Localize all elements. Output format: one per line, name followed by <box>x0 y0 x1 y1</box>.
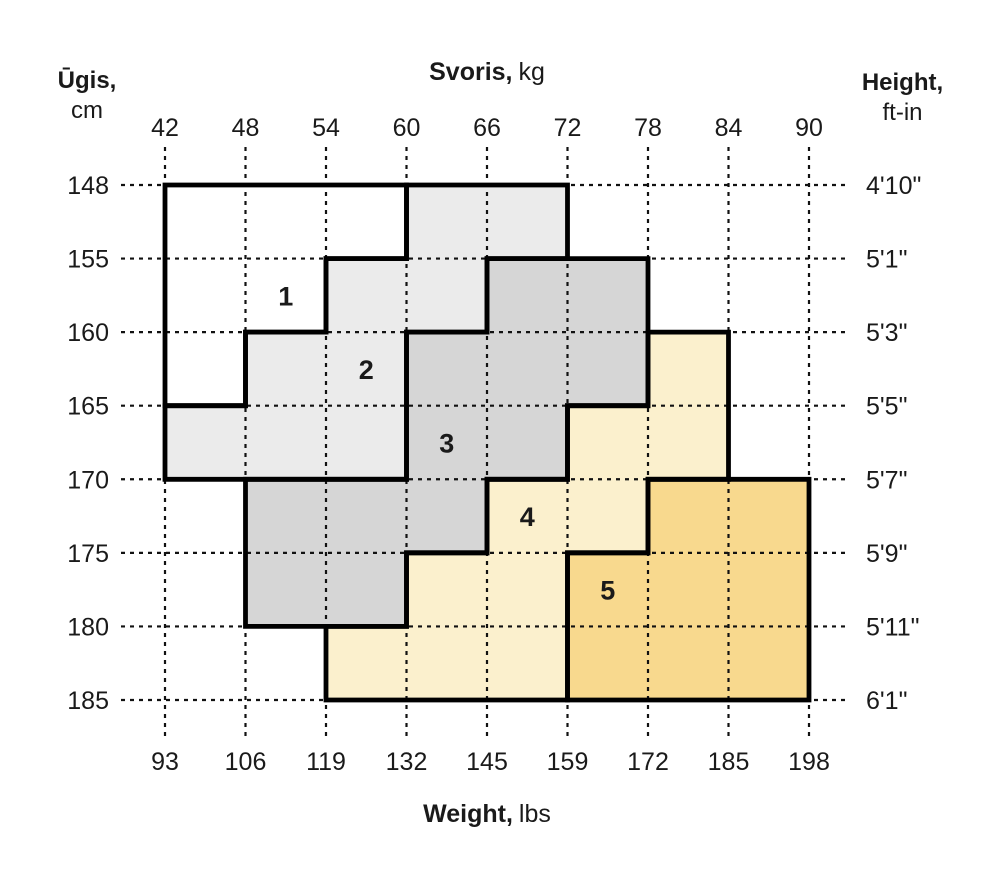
bottom-tick-119: 119 <box>306 748 346 776</box>
left-axis-title: Ūgis, cm <box>28 66 146 126</box>
right-tick-6: 5'11" <box>866 613 920 641</box>
zone-1-label: 1 <box>278 281 293 311</box>
bottom-tick-145: 145 <box>466 748 508 776</box>
left-tick-155: 155 <box>67 246 109 274</box>
top-axis-title-bold: Svoris, <box>429 58 513 86</box>
bottom-axis-title-unit: lbs <box>518 800 551 828</box>
bottom-tick-93: 93 <box>151 748 179 776</box>
left-tick-148: 148 <box>67 172 109 200</box>
bottom-tick-159: 159 <box>547 748 589 776</box>
bottom-axis-title-bold: Weight, <box>423 800 513 828</box>
right-tick-1: 5'1" <box>866 246 907 274</box>
right-axis-title-unit: ft-in <box>882 99 923 126</box>
zone-5-region <box>567 479 809 700</box>
right-tick-7: 6'1" <box>866 687 907 715</box>
top-tick-42: 42 <box>151 114 179 142</box>
zone-5-label: 5 <box>600 576 615 606</box>
right-axis-title: Height, ft-in <box>850 68 955 128</box>
top-tick-48: 48 <box>232 114 260 142</box>
top-tick-90: 90 <box>795 114 823 142</box>
right-tick-5: 5'9" <box>866 540 907 568</box>
left-tick-170: 170 <box>67 466 109 494</box>
top-tick-54: 54 <box>312 114 340 142</box>
top-axis-title: Svoris, kg <box>165 58 809 87</box>
zone-1-region <box>165 185 407 406</box>
top-tick-78: 78 <box>634 114 662 142</box>
bottom-tick-106: 106 <box>225 748 267 776</box>
zone-3-label: 3 <box>439 428 454 458</box>
left-tick-185: 185 <box>67 687 109 715</box>
left-tick-175: 175 <box>67 540 109 568</box>
zone-4-region <box>326 332 729 700</box>
top-tick-72: 72 <box>554 114 582 142</box>
right-tick-0: 4'10" <box>866 172 921 200</box>
zone-4-label: 4 <box>520 502 535 532</box>
zone-2-label: 2 <box>359 355 374 385</box>
right-axis-title-bold: Height, <box>861 69 944 96</box>
left-tick-160: 160 <box>67 319 109 347</box>
left-tick-180: 180 <box>67 613 109 641</box>
top-axis-title-unit: kg <box>518 58 545 86</box>
bottom-tick-198: 198 <box>788 748 830 776</box>
left-axis-title-bold: Ūgis, <box>57 67 117 94</box>
left-tick-165: 165 <box>67 393 109 421</box>
right-tick-3: 5'5" <box>866 393 907 421</box>
bottom-tick-132: 132 <box>386 748 428 776</box>
top-tick-84: 84 <box>715 114 743 142</box>
bottom-tick-185: 185 <box>708 748 750 776</box>
right-tick-4: 5'7" <box>866 466 907 494</box>
bottom-axis-title: Weight, lbs <box>165 800 809 829</box>
top-tick-60: 60 <box>393 114 421 142</box>
zone-3-region <box>245 258 648 627</box>
left-axis-title-unit: cm <box>71 97 103 124</box>
right-tick-2: 5'3" <box>866 319 907 347</box>
top-tick-66: 66 <box>473 114 501 142</box>
bottom-tick-172: 172 <box>627 748 669 776</box>
zone-5-border <box>565 476 812 703</box>
